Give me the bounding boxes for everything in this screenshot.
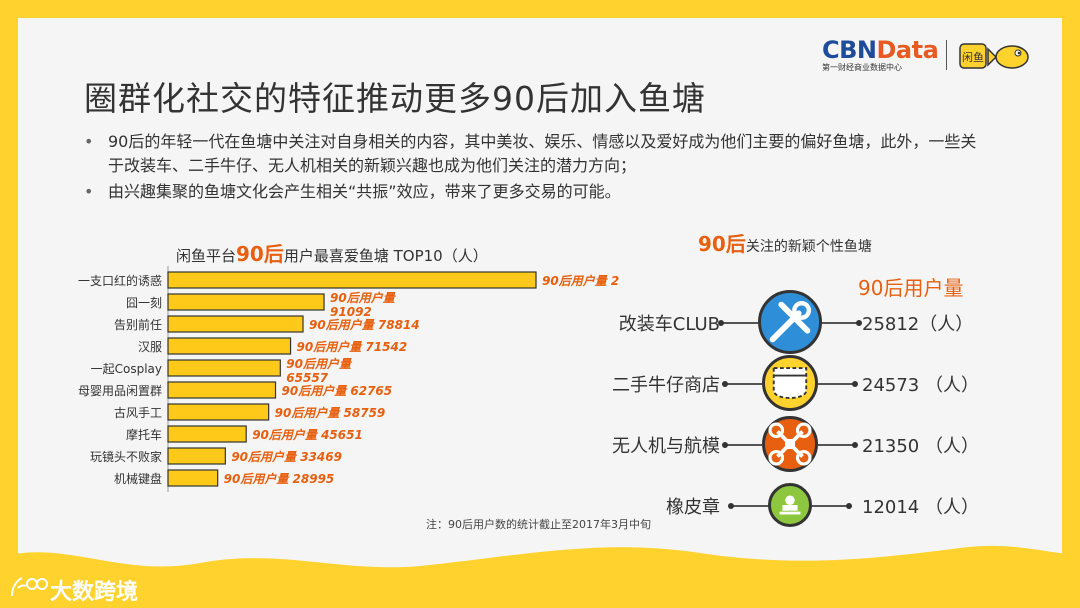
bar bbox=[167, 315, 304, 333]
connector-line bbox=[726, 444, 762, 446]
connector-dot bbox=[718, 320, 724, 326]
connector-line bbox=[822, 322, 858, 324]
niche-icon-circle bbox=[762, 416, 818, 472]
category-label: 母婴用品闲置群 bbox=[78, 384, 162, 398]
bullet-item: 由兴趣集聚的鱼塘文化会产生相关“共振”效应，带来了更多交易的可能。 bbox=[82, 180, 992, 204]
bottom-wave-decoration bbox=[0, 545, 1080, 608]
logo-subtitle: 第一财经商业数据中心 bbox=[822, 63, 902, 72]
bar bbox=[167, 271, 537, 289]
connector-line bbox=[726, 383, 762, 385]
logo-brand-suffix: Data bbox=[876, 36, 939, 64]
bar bbox=[167, 293, 325, 311]
data-label: 90后用户量 45651 bbox=[252, 428, 363, 442]
connector-line bbox=[722, 322, 758, 324]
connector-line bbox=[812, 505, 848, 507]
data-label: 90后用户量 62765 bbox=[282, 384, 393, 398]
chart-title-suffix: 用户最喜爱鱼塘 TOP10（人） bbox=[283, 247, 488, 265]
connector-line bbox=[732, 505, 768, 507]
data-label: 90后用户量 71542 bbox=[297, 340, 408, 354]
tools-icon bbox=[769, 300, 812, 343]
connector-dot bbox=[728, 503, 734, 509]
connector-line bbox=[818, 444, 854, 446]
niche-user-count: 24573 （人） bbox=[862, 375, 979, 396]
connector-line bbox=[818, 383, 854, 385]
bar bbox=[167, 359, 281, 377]
connector-dot bbox=[846, 503, 852, 509]
category-label: 一起Cosplay bbox=[91, 362, 162, 376]
bar bbox=[167, 425, 247, 443]
category-label: 摩托车 bbox=[126, 427, 162, 442]
logo-divider bbox=[946, 40, 947, 70]
stamp-icon bbox=[779, 495, 801, 515]
bar bbox=[167, 381, 277, 399]
niche-icon-circle bbox=[758, 290, 822, 354]
category-label: 古风手工 bbox=[114, 405, 162, 420]
niche-user-count: 25812（人） bbox=[862, 314, 974, 335]
connector-dot bbox=[722, 442, 728, 448]
right-title-suffix: 关注的新颖个性鱼塘 bbox=[745, 239, 872, 255]
data-label: 90后用户量 33469 bbox=[231, 450, 342, 464]
niche-icon-circle bbox=[768, 483, 812, 527]
data-label: 90后用户量 78814 bbox=[309, 318, 420, 332]
data-label: 90后用户量 bbox=[286, 357, 353, 371]
data-label-value: 65557 bbox=[286, 371, 328, 385]
chart-title-highlight: 90后 bbox=[236, 242, 284, 266]
xianyu-fish-logo: 闲鱼 bbox=[959, 43, 1029, 69]
data-label-value: 91092 bbox=[330, 305, 372, 319]
niche-name: 橡皮章 bbox=[666, 497, 720, 518]
category-label: 机械键盘 bbox=[114, 471, 162, 486]
bar bbox=[167, 447, 226, 465]
bar bbox=[167, 469, 219, 487]
bullet-item: 90后的年轻一代在鱼塘中关注对自身相关的内容，其中美妆、娱乐、情感以及爱好成为他… bbox=[82, 130, 992, 178]
page-title: 圈群化社交的特征推动更多90后加入鱼塘 bbox=[84, 79, 706, 118]
category-label: 玩镜头不败家 bbox=[90, 449, 162, 464]
logo-brand-prefix: CBN bbox=[822, 36, 877, 64]
bar bbox=[167, 337, 292, 355]
data-label: 90后用户量 bbox=[330, 291, 397, 305]
cbndata-logo: CBNData 第一财经商业数据中心 bbox=[822, 36, 939, 73]
chart-title-prefix: 闲鱼平台 bbox=[176, 247, 237, 265]
data-label: 90后用户量 28995 bbox=[224, 472, 335, 486]
niche-name: 无人机与航模 bbox=[612, 436, 720, 457]
watermark-logo-icon bbox=[11, 577, 48, 597]
users-column-header: 90后用户量 bbox=[858, 276, 964, 300]
niche-name: 二手牛仔商店 bbox=[612, 375, 720, 396]
connector-dot bbox=[852, 442, 858, 448]
niche-user-count: 12014 （人） bbox=[862, 497, 979, 518]
connector-dot bbox=[856, 320, 862, 326]
footnote: 注：90后用户数的统计截止至2017年3月中旬 bbox=[426, 518, 651, 531]
bullet-list: 90后的年轻一代在鱼塘中关注对自身相关的内容，其中美妆、娱乐、情感以及爱好成为他… bbox=[82, 130, 992, 206]
right-title-highlight: 90后 bbox=[698, 232, 746, 256]
right-panel-title: 90后关注的新颖个性鱼塘 bbox=[698, 228, 872, 257]
denim-pocket-icon bbox=[772, 367, 808, 399]
category-label: 一支口红的诱惑 bbox=[78, 273, 162, 288]
niche-user-count: 21350 （人） bbox=[862, 436, 979, 457]
category-label: 告别前任 bbox=[114, 317, 162, 332]
drone-icon bbox=[768, 422, 812, 466]
connector-dot bbox=[852, 381, 858, 387]
data-label: 90后用户量 58759 bbox=[275, 406, 386, 420]
left-chart-title: 闲鱼平台90后用户最喜爱鱼塘 TOP10（人） bbox=[176, 238, 488, 267]
bar bbox=[167, 403, 270, 421]
xianyu-logo-text: 闲鱼 bbox=[962, 50, 984, 64]
category-label: 囧一刻 bbox=[126, 296, 162, 310]
connector-dot bbox=[722, 381, 728, 387]
niche-name: 改装车CLUB bbox=[618, 314, 720, 335]
category-label: 汉服 bbox=[138, 340, 162, 354]
niche-icon-circle bbox=[762, 355, 818, 411]
data-label: 90后用户量 214830 bbox=[542, 274, 620, 288]
watermark-text: 大数跨境 bbox=[50, 580, 139, 605]
